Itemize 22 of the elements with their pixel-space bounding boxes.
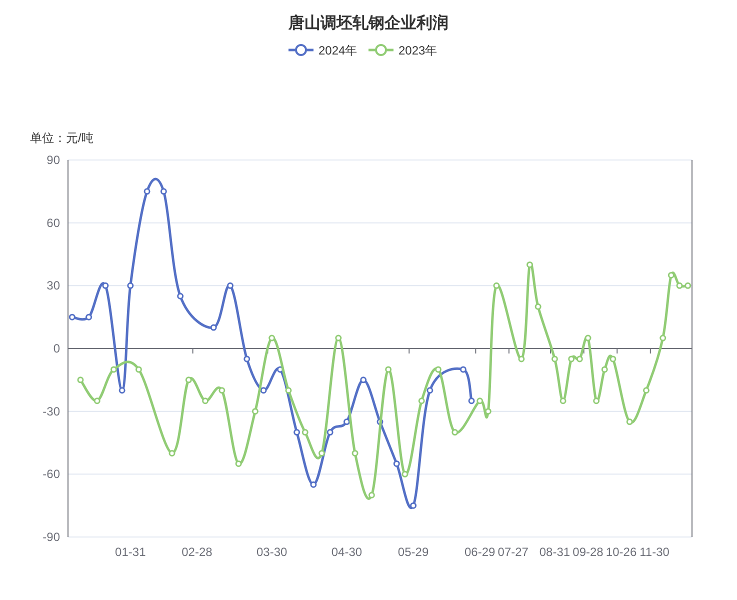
y-tick-label: -30 (42, 404, 60, 418)
legend-label: 2023年 (398, 44, 438, 58)
x-tick-label: 01-31 (115, 545, 146, 559)
y-tick-label: 0 (53, 342, 60, 356)
y-axis-title: 单位：元/吨 (30, 131, 94, 145)
y-tick-label: -90 (42, 530, 60, 544)
y-tick-label: 90 (46, 153, 60, 167)
y-tick-label: 60 (46, 216, 60, 230)
x-tick-label: 04-30 (331, 545, 362, 559)
x-tick-label: 10-26 (606, 545, 637, 559)
x-tick-label: 07-27 (498, 545, 529, 559)
legend-label: 2024年 (318, 44, 358, 58)
x-tick-label: 06-29 (464, 545, 496, 559)
x-tick-label: 09-28 (572, 545, 604, 559)
x-tick-label: 03-30 (256, 545, 288, 559)
x-tick-label: 11-30 (640, 545, 670, 559)
x-tick-label: 08-31 (539, 545, 570, 559)
y-tick-label: 30 (46, 278, 60, 293)
y-tick-label: -60 (42, 467, 60, 482)
x-tick-label: 05-29 (398, 545, 429, 559)
chart-title: 唐山调坯轧钢企业利润 (288, 14, 448, 32)
x-tick-label: 02-28 (182, 545, 213, 559)
